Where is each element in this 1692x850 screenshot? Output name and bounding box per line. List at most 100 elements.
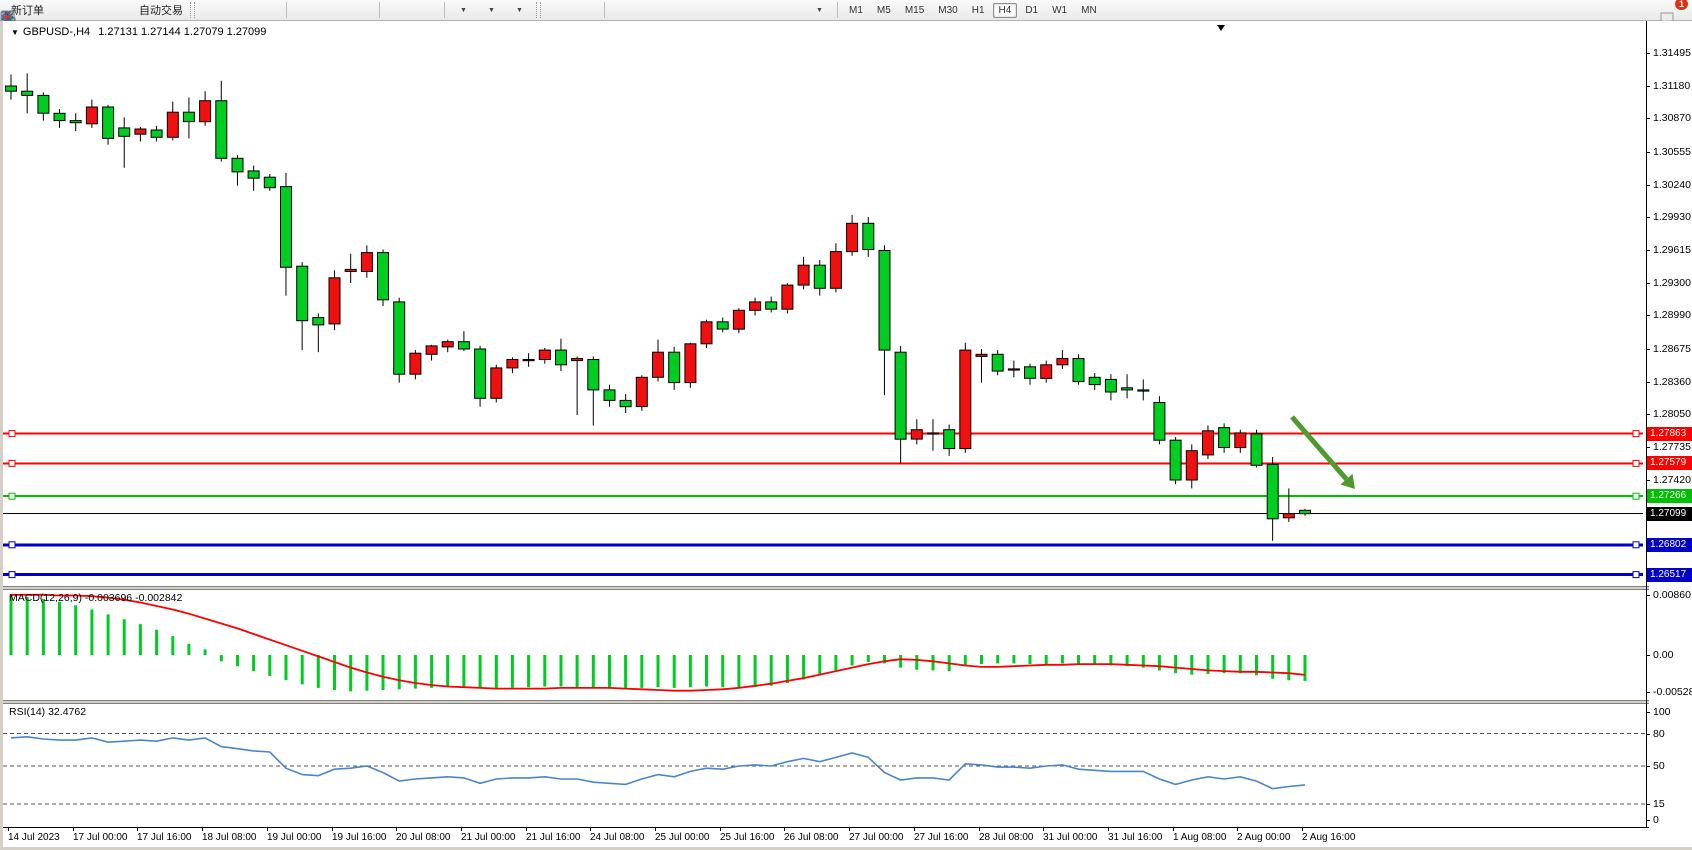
rsi-pane[interactable] (3, 704, 1646, 827)
timeframe-m5[interactable]: M5 (876, 4, 891, 16)
hline-handle[interactable] (1632, 541, 1640, 549)
macd-tick (1646, 595, 1650, 596)
candle-body (765, 301, 778, 310)
autotrade-button[interactable]: 自动交易 (1, 0, 186, 26)
hline-handle[interactable] (8, 541, 16, 549)
candle-body (1282, 513, 1295, 519)
candle-body (134, 128, 147, 135)
text-label-button[interactable]: T (1, 0, 804, 24)
macd-tick-label: -0.005282 (1653, 686, 1692, 698)
timeframe-h1[interactable]: H1 (971, 4, 985, 16)
pane-separator[interactable] (3, 700, 1649, 704)
candle-body (85, 106, 98, 125)
line-chart-button[interactable] (1, 0, 281, 23)
pane-separator[interactable] (3, 586, 1649, 590)
time-tick-label: 2 Aug 00:00 (1237, 832, 1291, 843)
time-tick (590, 827, 591, 831)
bar-chart-button[interactable] (3, 0, 225, 24)
candle-body (215, 100, 228, 159)
signals-button[interactable] (5, 0, 131, 26)
chevron-down-icon: ▼ (516, 6, 523, 14)
candle-body (813, 264, 826, 289)
time-tick-label: 19 Jul 16:00 (332, 832, 387, 843)
macd-bar (446, 655, 450, 688)
hline-handle[interactable] (8, 430, 16, 438)
price-tick-label: 1.29300 (1653, 277, 1691, 289)
macd-bar (1190, 655, 1194, 675)
timeframe-w1[interactable]: W1 (1052, 4, 1068, 16)
macd-bar (1109, 655, 1113, 666)
zoom-out-button[interactable] (1, 0, 346, 25)
macd-bar (316, 655, 320, 688)
macd-bar (252, 655, 256, 672)
chevron-down-icon: ▼ (460, 6, 467, 14)
price-tick-label: 1.28990 (1653, 309, 1691, 321)
terminal-button[interactable] (1, 0, 103, 24)
candle-body (1007, 368, 1020, 371)
chart-shift-button[interactable] (1, 0, 439, 24)
templates-button[interactable]: ▼ (1, 0, 532, 24)
macd-bar (818, 655, 822, 676)
annotation-arrow-shaft[interactable] (1290, 415, 1349, 481)
timeframe-d1[interactable]: D1 (1025, 4, 1039, 16)
macd-bar (74, 605, 78, 655)
macd-bar (333, 655, 336, 690)
indicators-button[interactable]: ▼ (0, 0, 476, 25)
macd-bar (575, 655, 579, 688)
hline-handle[interactable] (1632, 571, 1640, 579)
timeframe-mn[interactable]: MN (1081, 4, 1097, 16)
chisel-tool-button[interactable] (2, 0, 75, 25)
candle-body (635, 376, 648, 408)
macd-label: MACD(12,26,9) -0.003696 -0.002842 (9, 592, 183, 604)
chart-symbol-header[interactable]: ▼ GBPUSD-,H4 1.27131 1.27144 1.27079 1.270… (11, 26, 266, 38)
crosshair-button[interactable] (2, 0, 599, 24)
search-button[interactable] (2, 0, 1656, 25)
time-tick-label: 18 Jul 08:00 (202, 832, 257, 843)
timeframe-h4[interactable]: H4 (992, 2, 1018, 18)
macd-pane[interactable] (3, 590, 1646, 700)
candle-body (975, 353, 988, 357)
text-button[interactable]: A (4, 0, 776, 25)
hline-handle[interactable] (1632, 459, 1640, 467)
time-axis-line (3, 827, 1649, 828)
macd-bar (1060, 655, 1064, 664)
hline-handle[interactable] (8, 492, 16, 500)
macd-bar (1271, 655, 1275, 679)
symbol-title: GBPUSD-,H4 (22, 26, 91, 38)
hline-handle[interactable] (1632, 492, 1640, 500)
main-price-pane[interactable] (3, 21, 1646, 586)
notifications-button[interactable]: 1 (1658, 0, 1689, 26)
arrows-button[interactable]: ▼ (3, 0, 832, 22)
macd-bar (753, 655, 757, 688)
timeframe-m1[interactable]: M1 (849, 4, 863, 16)
timeframe-m15[interactable]: M15 (904, 4, 925, 16)
candle-body (797, 264, 810, 286)
vertical-line-button[interactable] (7, 0, 636, 24)
cursor-button[interactable] (5, 0, 571, 24)
candle-body (1153, 402, 1166, 441)
macd-bar (219, 655, 223, 662)
macd-bar (527, 655, 531, 688)
candlestick-chart-button[interactable] (2, 0, 253, 24)
price-tick-label: 1.28360 (1653, 376, 1691, 388)
hline-handle[interactable] (1632, 430, 1640, 438)
macd-bar (1077, 655, 1080, 665)
price-tick-label: 1.28050 (1653, 408, 1691, 420)
fibonacci-button[interactable]: F (2, 0, 748, 26)
annotation-arrow-head[interactable] (1340, 473, 1355, 489)
tile-windows-button[interactable] (2, 0, 374, 24)
periods-button[interactable]: ▼ (1, 0, 504, 25)
equidistant-channel-button[interactable]: E (1, 0, 720, 26)
horizontal-line-button[interactable] (2, 0, 664, 21)
time-tick-label: 1 Aug 08:00 (1173, 832, 1227, 843)
trendline-button[interactable] (1, 0, 692, 24)
auto-scroll-button[interactable] (1, 0, 411, 24)
zoom-in-button[interactable] (1, 0, 318, 25)
macd-bar (866, 655, 870, 662)
price-tick-label: 1.31180 (1653, 80, 1691, 92)
hline-handle[interactable] (8, 571, 16, 579)
chart-shift-marker[interactable] (1217, 25, 1225, 31)
hline-handle[interactable] (8, 459, 16, 467)
timeframe-m30[interactable]: M30 (938, 4, 958, 16)
